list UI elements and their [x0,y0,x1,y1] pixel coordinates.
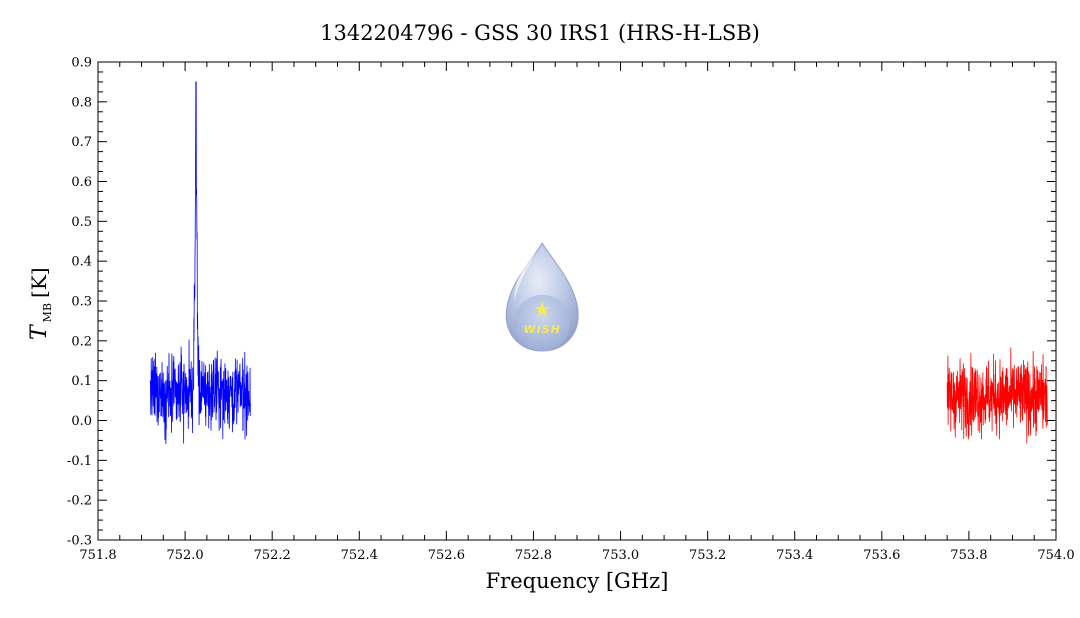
y-axis-label-subscript: MB [41,303,54,322]
watermark-text: WISH [524,323,561,336]
chart-title: 1342204796 - GSS 30 IRS1 (HRS-H-LSB) [320,21,760,45]
y-axis-label: TMB [K] [27,267,54,340]
y-axis-label-unit: [K] [27,267,51,298]
wish-watermark: WISH [505,241,579,352]
y-tick-label: 0.3 [71,295,92,310]
x-tick-labels: 751.8 752.0 752.2 752.4 752.6 752.8 753.0 753.2… [79,548,1074,563]
y-axis-label-main: T [27,323,52,340]
x-tick-label: 752.6 [428,548,465,563]
y-tick-label: -0.2 [67,494,92,509]
x-tick-label: 754.0 [1037,548,1074,563]
y-tick-labels: -0.3 -0.2 -0.1 0.0 0.1 0.2 0.3 0.4 0.5 0.6 0.7 0.8 0… [67,56,92,549]
x-tick-label: 752.4 [341,548,378,563]
x-tick-label: 752.0 [166,548,203,563]
series-layer [149,81,1048,445]
spectrum-series-1 [149,81,251,445]
x-axis-label: Frequency [GHz] [486,569,669,593]
x-tick-label: 753.0 [602,548,639,563]
spectrum-series-2 [946,347,1048,444]
y-tick-label: 0.5 [71,215,92,230]
star-icon [534,301,551,317]
watermark-inner-circle [514,295,571,351]
y-tick-label: 0.7 [71,135,92,150]
y-tick-label: -0.3 [67,534,92,549]
plot-frame [97,61,1057,541]
y-tick-label: 0.4 [71,255,92,270]
x-tick-label: 753.6 [863,548,900,563]
y-tick-label: 0.2 [71,334,92,349]
svg-text:TMB[K]: TMB [K] [27,267,54,340]
y-tick-label: 0.8 [71,95,92,110]
x-tick-label: 753.8 [950,548,987,563]
y-tick-label: 0.9 [71,56,92,71]
plot-area [97,61,1057,541]
x-tick-label: 752.8 [515,548,552,563]
x-tick-label: 753.4 [776,548,813,563]
x-tick-label: 751.8 [79,548,116,563]
x-tick-label: 753.2 [689,548,726,563]
y-tick-label: 0.1 [71,374,92,389]
y-tick-label: 0.0 [71,414,92,429]
x-tick-label: 752.2 [254,548,291,563]
y-tick-label: -0.1 [67,454,92,469]
ticks-layer [97,61,1057,541]
y-tick-label: 0.6 [71,175,92,190]
